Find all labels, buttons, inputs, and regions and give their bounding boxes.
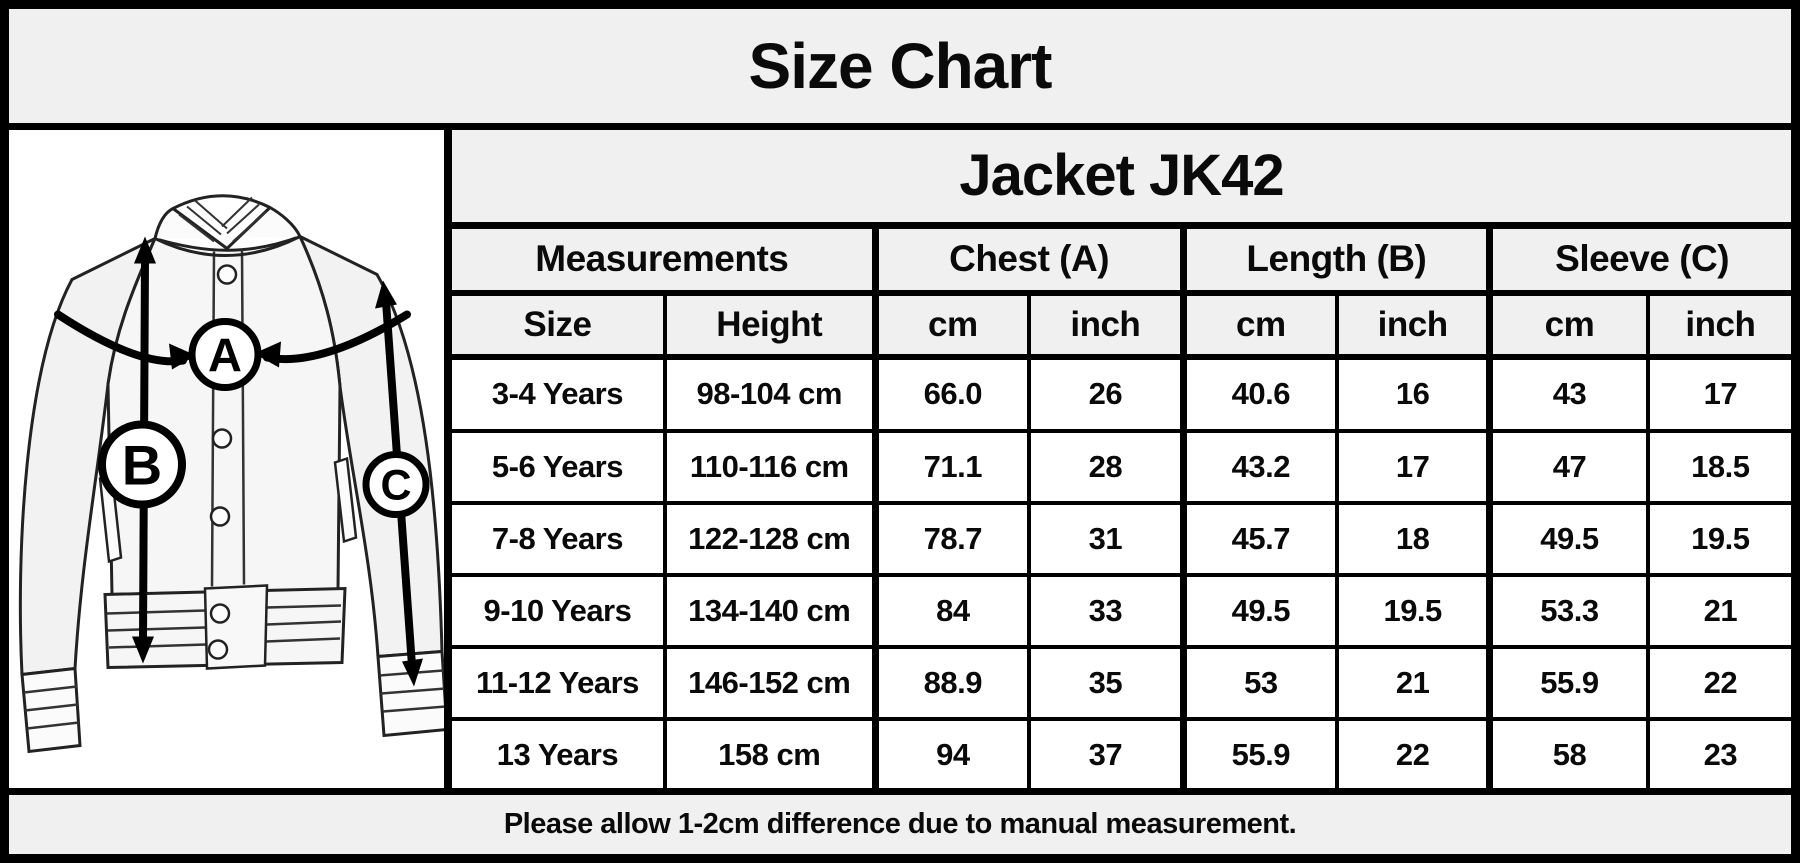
collar-ribs: [178, 196, 267, 243]
right-pocket: [333, 456, 358, 544]
sub-header-row: Size Height cm inch cm inch cm inch: [452, 291, 1791, 360]
product-title: Jacket JK42: [452, 130, 1791, 229]
height-cell: 146-152 cm: [662, 645, 878, 722]
length-label: B: [122, 434, 162, 497]
jacket-diagram: A B C: [18, 194, 444, 754]
chest-inch-cell: 26: [1027, 355, 1186, 433]
chest-inch-cell: 35: [1027, 645, 1186, 722]
sub-header-chest-inch: inch: [1027, 291, 1186, 360]
sub-header-sleeve-cm: cm: [1486, 291, 1650, 360]
sleeve-label: C: [380, 462, 411, 510]
sub-header-size: Size: [452, 291, 667, 360]
sleeve-cm-cell: 58: [1486, 717, 1650, 788]
sleeve-inch-cell: 23: [1645, 717, 1791, 788]
group-header-row: Measurements Chest (A) Length (B) Sleeve…: [452, 223, 1791, 296]
chest-cm-cell: 94: [871, 717, 1032, 788]
group-header-length: Length (B): [1179, 223, 1492, 296]
sleeve-inch-cell: 21: [1645, 573, 1791, 650]
size-table: Jacket JK42 Measurements Chest (A) Lengt…: [452, 130, 1791, 788]
length-cm-cell: 49.5: [1179, 573, 1340, 650]
height-cell: 110-116 cm: [662, 428, 878, 506]
chest-label-badge: A: [188, 318, 262, 391]
group-header-chest: Chest (A): [871, 223, 1186, 296]
sleeve-cm-cell: 55.9: [1486, 645, 1650, 722]
chest-cm-cell: 78.7: [871, 501, 1032, 578]
waistband-ribs: [106, 604, 342, 649]
collar-base-seam: [154, 235, 301, 257]
chest-inch-cell: 37: [1027, 717, 1186, 788]
sleeve-cm-cell: 43: [1486, 355, 1650, 433]
chest-cm-cell: 71.1: [871, 428, 1032, 506]
table-row-3-4-years: 3-4 Years 98-104 cm 66.0 26 40.6 16 43 1…: [452, 355, 1791, 433]
left-cuff-ribs: [23, 685, 80, 730]
sub-header-length-inch: inch: [1335, 291, 1492, 360]
size-table-area: Jacket JK42 Measurements Chest (A) Lengt…: [452, 130, 1791, 788]
sub-header-height: Height: [662, 291, 878, 360]
footer-note: Please allow 1-2cm difference due to man…: [503, 808, 1297, 840]
length-cm-cell: 43.2: [1179, 428, 1340, 506]
chest-cm-cell: 88.9: [871, 645, 1032, 722]
sub-header-chest-cm: cm: [871, 291, 1032, 360]
length-inch-cell: 19.5: [1335, 573, 1492, 650]
table-row-9-10-years: 9-10 Years 134-140 cm 84 33 49.5 19.5 53…: [452, 573, 1791, 650]
height-cell: 122-128 cm: [662, 501, 878, 578]
collar: [153, 206, 302, 250]
main-area: A B C J: [9, 130, 1791, 788]
size-cell: 3-4 Years: [452, 355, 667, 433]
sleeve-inch-cell: 18.5: [1645, 428, 1791, 506]
chest-label: A: [208, 329, 242, 382]
sub-header-length-cm: cm: [1179, 291, 1340, 360]
table-row-5-6-years: 5-6 Years 110-116 cm 71.1 28 43.2 17 47 …: [452, 428, 1791, 506]
jacket-body: [106, 235, 342, 596]
height-cell: 158 cm: [662, 717, 878, 788]
jacket-diagram-panel: A B C: [9, 130, 452, 788]
sleeve-cm-cell: 49.5: [1486, 501, 1650, 578]
size-cell: 11-12 Years: [452, 645, 667, 722]
length-inch-cell: 18: [1335, 501, 1492, 578]
placket-lines: [210, 249, 246, 587]
table-row-13-years: 13 Years 158 cm 94 37 55.9 22 58 23: [452, 717, 1791, 788]
length-cm-cell: 45.7: [1179, 501, 1340, 578]
sub-header-sleeve-inch: inch: [1645, 291, 1791, 360]
footer-band: Please allow 1-2cm difference due to man…: [9, 788, 1791, 854]
length-inch-cell: 16: [1335, 355, 1492, 433]
chest-inch-cell: 28: [1027, 428, 1186, 506]
chest-cm-cell: 84: [871, 573, 1032, 650]
height-cell: 134-140 cm: [662, 573, 878, 650]
group-header-measurements: Measurements: [452, 223, 878, 296]
sleeve-inch-cell: 22: [1645, 645, 1791, 722]
chest-inch-cell: 31: [1027, 501, 1186, 578]
product-title-row: Jacket JK42: [452, 130, 1791, 229]
length-cm-cell: 55.9: [1179, 717, 1340, 788]
size-cell: 7-8 Years: [452, 501, 667, 578]
length-label-badge: B: [98, 420, 186, 509]
length-inch-cell: 21: [1335, 645, 1492, 722]
page-title: Size Chart: [748, 30, 1053, 102]
length-inch-cell: 17: [1335, 428, 1492, 506]
collar-back: [172, 194, 271, 210]
sleeve-label-badge: C: [362, 451, 430, 518]
title-band: Size Chart: [9, 9, 1791, 130]
sleeve-cm-cell: 47: [1486, 428, 1650, 506]
length-cm-cell: 40.6: [1179, 355, 1340, 433]
table-row-7-8-years: 7-8 Years 122-128 cm 78.7 31 45.7 18 49.…: [452, 501, 1791, 578]
size-cell: 5-6 Years: [452, 428, 667, 506]
group-header-sleeve: Sleeve (C): [1486, 223, 1791, 296]
chest-cm-cell: 66.0: [871, 355, 1032, 433]
table-row-11-12-years: 11-12 Years 146-152 cm 88.9 35 53 21 55.…: [452, 645, 1791, 722]
front-snaps: [207, 264, 238, 660]
sleeve-inch-cell: 17: [1645, 355, 1791, 433]
height-cell: 98-104 cm: [662, 355, 878, 433]
size-cell: 9-10 Years: [452, 573, 667, 650]
size-cell: 13 Years: [452, 717, 667, 788]
left-cuff: [20, 666, 82, 754]
sleeve-inch-cell: 19.5: [1645, 501, 1791, 578]
length-cm-cell: 53: [1179, 645, 1340, 722]
sleeve-cm-cell: 53.3: [1486, 573, 1650, 650]
chest-inch-cell: 33: [1027, 573, 1186, 650]
length-inch-cell: 22: [1335, 717, 1492, 788]
